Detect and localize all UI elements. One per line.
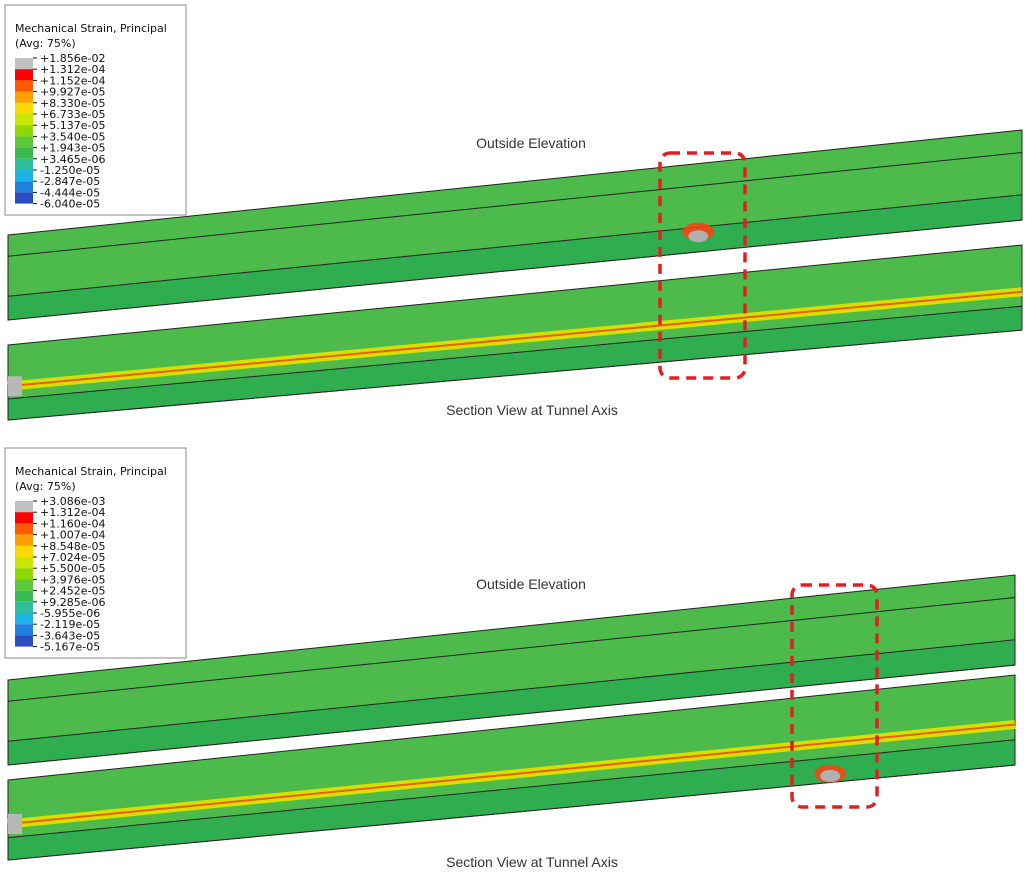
legend-swatch (15, 80, 33, 92)
legend-swatch (15, 58, 33, 70)
strain-core (7, 723, 1016, 825)
legend-swatch (15, 534, 33, 546)
legend-label: +1.856e-02 (40, 52, 105, 65)
legend-label: -2.119e-05 (40, 618, 100, 631)
beam-face (7, 305, 1023, 421)
legend-swatch (15, 557, 33, 569)
legend-label: +5.137e-05 (40, 119, 105, 132)
legend-label: +9.927e-05 (40, 86, 105, 99)
legend: Mechanical Strain, Principal (Avg: 75%) +1… (4, 4, 187, 216)
hotspot-core (820, 769, 841, 782)
legend-swatch (15, 102, 33, 114)
legend: Mechanical Strain, Principal (Avg: 75%) +3… (4, 447, 187, 659)
legend-swatch (15, 158, 33, 170)
legend-swatch (15, 192, 33, 204)
legend-label: +1.943e-05 (40, 142, 105, 155)
highlight-box (790, 583, 879, 809)
legend-label: +1.160e-04 (40, 517, 105, 530)
legend-swatch (15, 136, 33, 148)
legend-swatch (15, 590, 33, 602)
end-cap (8, 376, 22, 397)
legend-label: +1.152e-04 (40, 74, 105, 87)
legend-box (4, 447, 187, 659)
legend-swatch (15, 635, 33, 647)
legend-swatch (15, 147, 33, 159)
section-label: Section View at Tunnel Axis (446, 402, 618, 418)
legend-label: +2.452e-05 (40, 585, 105, 598)
legend-label: -2.847e-05 (40, 175, 100, 188)
legend-swatch (15, 624, 33, 636)
end-cap (8, 814, 22, 834)
legend-label: +9.285e-06 (40, 596, 105, 609)
legend-label: -3.643e-05 (40, 629, 100, 642)
legend-swatch (15, 181, 33, 193)
legend-swatch (15, 69, 33, 81)
legend-label: -5.955e-06 (40, 607, 100, 620)
legend-swatch (15, 170, 33, 182)
legend-label: +6.733e-05 (40, 108, 105, 121)
legend-label: +1.007e-04 (40, 529, 105, 542)
legend-label: -6.040e-05 (40, 198, 100, 211)
legend-swatch (15, 91, 33, 103)
legend-swatch (15, 545, 33, 557)
legend-swatch (15, 501, 33, 513)
legend-label: +1.312e-04 (40, 506, 105, 519)
legend-title: Mechanical Strain, Principal (15, 22, 167, 35)
legend-label: -1.250e-05 (40, 164, 100, 177)
legend-swatch (15, 523, 33, 535)
legend-label: -5.167e-05 (40, 641, 100, 654)
legend-subtitle: (Avg: 75%) (15, 37, 76, 50)
legend-swatch (15, 568, 33, 580)
legend-swatch (15, 601, 33, 613)
legend-label: +3.465e-06 (40, 153, 105, 166)
legend-subtitle: (Avg: 75%) (15, 480, 76, 493)
elevation-label: Outside Elevation (476, 576, 586, 592)
legend-label: +1.312e-04 (40, 63, 105, 76)
legend-swatch (15, 114, 33, 126)
legend-swatch (15, 613, 33, 625)
highlight-box (658, 151, 747, 380)
legend-label: +3.976e-05 (40, 573, 105, 586)
legend-label: +8.330e-05 (40, 97, 105, 110)
legend-swatch (15, 125, 33, 137)
section-label: Section View at Tunnel Axis (446, 854, 618, 870)
beam-face (7, 739, 1016, 861)
legend-swatch (15, 512, 33, 524)
hotspot-core (688, 230, 709, 243)
legend-label: -4.444e-05 (40, 186, 100, 199)
legend-label: +8.548e-05 (40, 540, 105, 553)
beam-edge (7, 152, 1023, 257)
legend-swatch (15, 579, 33, 591)
legend-box (4, 4, 187, 216)
elevation-label: Outside Elevation (476, 135, 586, 151)
legend-title: Mechanical Strain, Principal (15, 465, 167, 478)
legend-label: +5.500e-05 (40, 562, 105, 575)
beam-edge (7, 597, 1016, 702)
legend-label: +7.024e-05 (40, 551, 105, 564)
strain-core (7, 290, 1023, 388)
beam-face (7, 639, 1016, 766)
legend-label: +3.540e-05 (40, 130, 105, 143)
legend-label: +3.086e-03 (40, 495, 105, 508)
